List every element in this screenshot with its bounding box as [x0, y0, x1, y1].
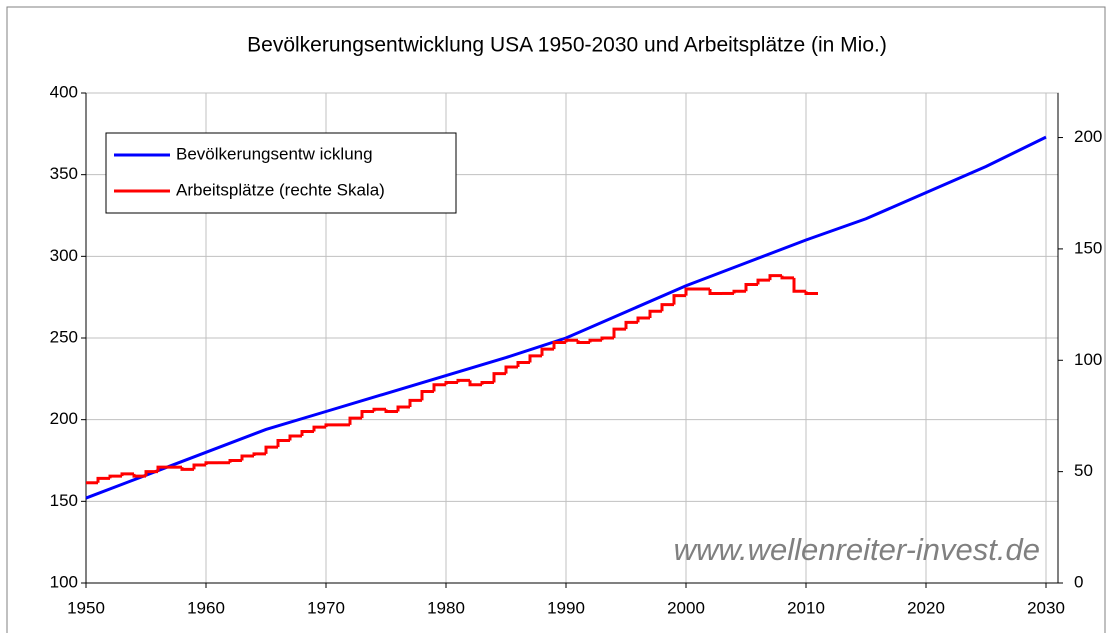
step-segment — [588, 338, 602, 343]
step-segment — [204, 461, 218, 465]
step-segment — [264, 445, 278, 454]
y-tick-label: 100 — [50, 572, 78, 591]
step-segment — [348, 416, 362, 425]
step-segment — [468, 380, 482, 387]
step-segment — [480, 381, 494, 385]
step-segment — [144, 470, 158, 477]
y2-tick-label: 50 — [1074, 461, 1093, 480]
step-segment — [372, 407, 386, 412]
step-segment — [672, 294, 686, 305]
step-segment — [612, 327, 626, 338]
step-segment — [732, 289, 746, 294]
step-segment — [792, 277, 806, 293]
step-segment — [744, 283, 758, 292]
legend-label: Arbeitsplätze (rechte Skala) — [176, 180, 385, 199]
step-segment — [576, 340, 590, 344]
y-tick-label: 350 — [50, 164, 78, 183]
y2-tick-label: 200 — [1074, 127, 1102, 146]
step-segment — [276, 438, 290, 448]
x-tick-label: 1950 — [67, 598, 105, 617]
step-segment — [252, 452, 266, 457]
step-segment — [528, 354, 542, 363]
step-segment — [492, 372, 506, 383]
y-tick-label: 200 — [50, 409, 78, 428]
step-segment — [432, 383, 446, 392]
legend-label: Bevölkerungsentw icklung — [176, 144, 373, 163]
step-segment — [456, 378, 470, 383]
step-segment — [312, 425, 326, 432]
x-tick-label: 1960 — [187, 598, 225, 617]
step-segment — [804, 291, 818, 295]
step-segment — [408, 398, 422, 408]
step-segment — [300, 430, 314, 436]
chart-title: Bevölkerungsentwicklung USA 1950-2030 un… — [247, 34, 887, 57]
step-segment — [648, 309, 662, 318]
step-segment — [636, 316, 650, 323]
step-segment — [420, 389, 434, 401]
y-tick-label: 300 — [50, 246, 78, 265]
step-segment — [132, 473, 146, 478]
x-tick-label: 1980 — [427, 598, 465, 617]
step-segment — [516, 361, 530, 367]
y2-tick-label: 0 — [1074, 572, 1083, 591]
step-segment — [180, 467, 194, 471]
step-segment — [504, 365, 518, 374]
y-tick-label: 150 — [50, 491, 78, 510]
step-segment — [96, 476, 110, 483]
y-tick-label: 400 — [50, 82, 78, 101]
step-segment — [768, 274, 782, 281]
step-segment — [624, 320, 638, 330]
x-tick-label: 2030 — [1027, 598, 1065, 617]
step-segment — [756, 278, 770, 285]
step-segment — [684, 287, 698, 296]
y2-tick-label: 150 — [1074, 238, 1102, 257]
step-segment — [444, 381, 458, 385]
legend — [105, 132, 457, 214]
step-segment — [120, 472, 134, 477]
step-segment — [288, 434, 302, 441]
line — [85, 135, 1047, 500]
watermark: www.wellenreiter-invest.de — [674, 532, 1040, 567]
x-tick-label: 2020 — [907, 598, 945, 617]
step-segment — [396, 405, 410, 412]
step-segment — [708, 289, 722, 295]
step-segment — [384, 409, 398, 413]
step-segment — [564, 338, 578, 343]
step-segment — [240, 454, 254, 461]
step-segment — [552, 340, 566, 350]
step-segment — [156, 465, 170, 472]
x-tick-label: 2000 — [667, 598, 705, 617]
step-segment — [540, 347, 554, 356]
step-segment — [228, 459, 242, 463]
x-tick-label: 2010 — [787, 598, 825, 617]
x-tick-label: 1970 — [307, 598, 345, 617]
step-segment — [324, 423, 338, 428]
x-tick-label: 1990 — [547, 598, 585, 617]
y2-tick-label: 100 — [1074, 350, 1102, 369]
step-segment — [660, 303, 674, 312]
step-segment — [192, 463, 206, 470]
y-tick-label: 250 — [50, 327, 78, 346]
step-segment — [600, 336, 614, 341]
step-segment — [360, 410, 374, 419]
step-segment — [108, 474, 122, 479]
step-segment — [780, 275, 794, 280]
